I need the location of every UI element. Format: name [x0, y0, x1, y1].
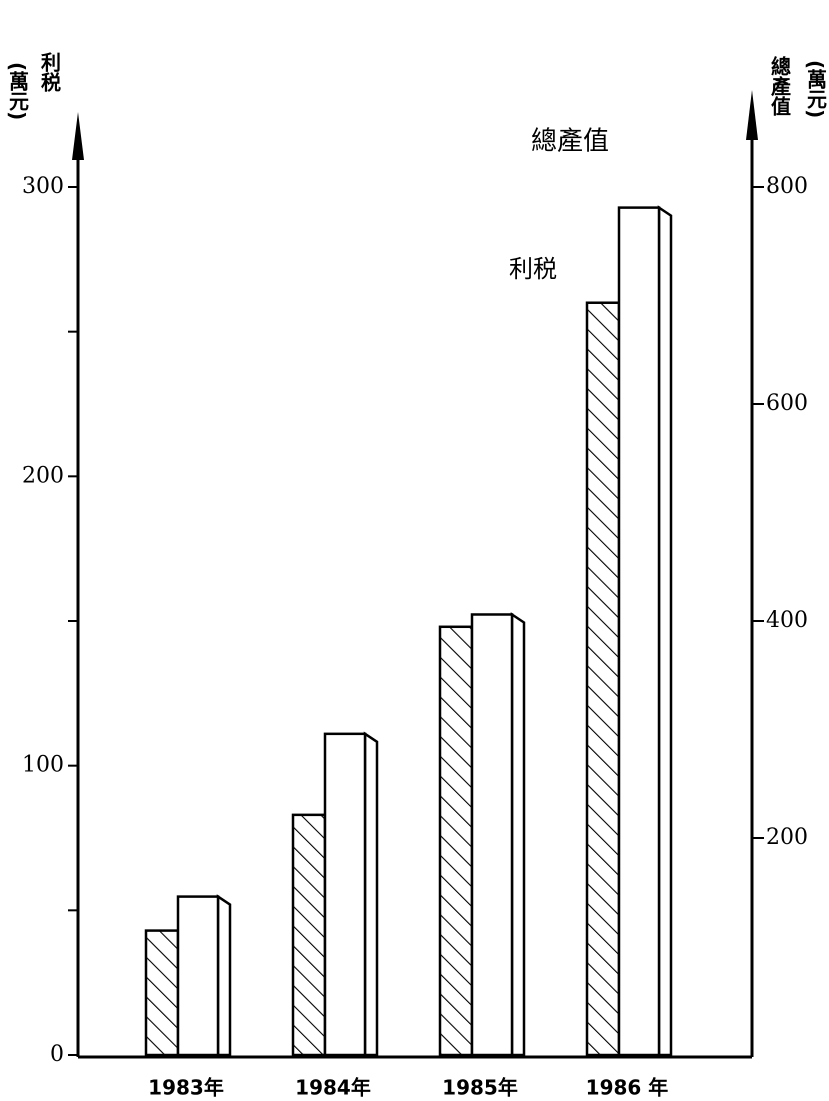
y-tick-label: 100 [22, 753, 64, 778]
y2-axis-unit: (萬元) [804, 60, 828, 118]
bar-side [216, 894, 232, 1057]
legend-label: 總產值 [531, 127, 609, 157]
y-tick-label: 200 [22, 463, 64, 488]
x-tick-label: 1986 年 [586, 1076, 669, 1100]
y2-tick-label: 200 [766, 825, 808, 850]
legend-label: 利税 [509, 255, 557, 283]
y2-axis-arrow [746, 90, 758, 140]
bar-side [510, 612, 526, 1057]
y2-tick-label: 800 [766, 174, 808, 199]
y2-axis-label: 總產值 [768, 55, 792, 117]
y-axis-arrow [72, 112, 84, 160]
y-tick-label: 300 [22, 174, 64, 199]
y-axis-label: 利税 [38, 52, 62, 93]
bar [585, 301, 621, 1057]
x-tick-label: 1983年 [148, 1076, 224, 1100]
x-tick-label: 1985年 [442, 1076, 518, 1100]
bar-side [657, 205, 673, 1057]
bar [617, 206, 661, 1057]
bar-side [363, 731, 379, 1057]
y2-tick-label: 600 [766, 391, 808, 416]
y-tick-label: 0 [50, 1042, 64, 1067]
bar [144, 929, 180, 1057]
bar [176, 895, 220, 1057]
y-axis-unit: (萬元) [6, 62, 30, 120]
y2-tick-label: 400 [766, 608, 808, 633]
x-tick-label: 1984年 [295, 1076, 371, 1100]
bar [323, 732, 367, 1057]
bar [470, 613, 514, 1057]
bar [291, 813, 327, 1057]
bar [438, 625, 474, 1057]
